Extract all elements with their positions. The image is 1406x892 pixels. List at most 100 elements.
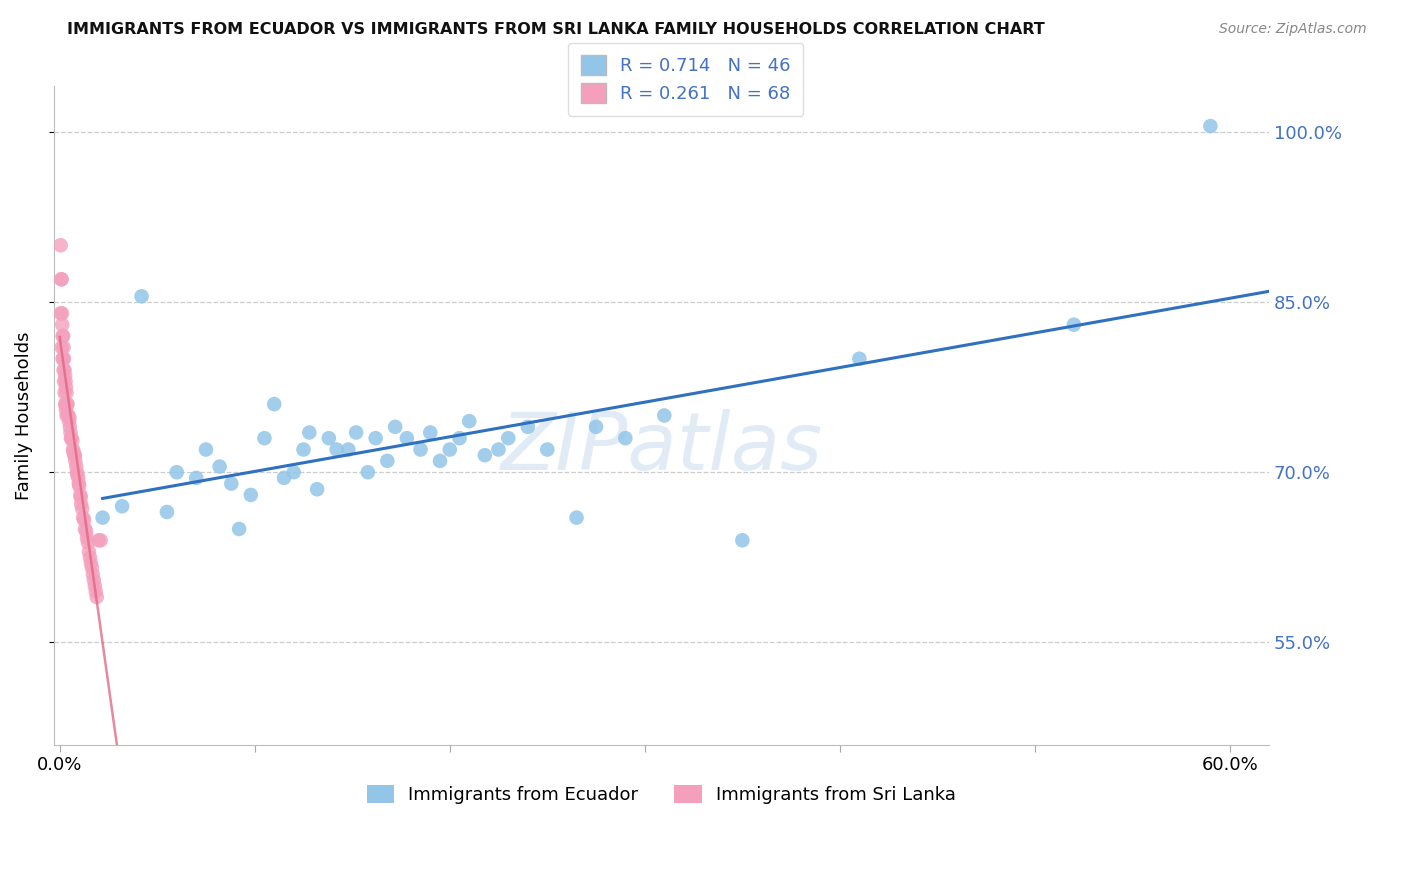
Point — [63, 448, 86, 462]
Point — [585, 420, 607, 434]
Legend: Immigrants from Ecuador, Immigrants from Sri Lanka: Immigrants from Ecuador, Immigrants from… — [360, 778, 963, 811]
Point — [75, 524, 97, 539]
Point — [53, 397, 76, 411]
Point — [253, 431, 276, 445]
Point — [419, 425, 441, 440]
Point — [498, 431, 520, 445]
Point — [77, 535, 100, 549]
Point — [337, 442, 360, 457]
Point — [69, 488, 91, 502]
Point — [458, 414, 481, 428]
Point — [56, 397, 79, 411]
Point — [82, 567, 104, 582]
Point — [409, 442, 432, 457]
Point — [70, 501, 93, 516]
Point — [166, 465, 188, 479]
Point — [91, 510, 114, 524]
Point — [614, 431, 637, 445]
Point — [84, 584, 107, 599]
Point — [62, 442, 84, 457]
Point — [53, 351, 76, 366]
Point — [56, 397, 79, 411]
Point — [375, 454, 398, 468]
Point — [53, 363, 76, 377]
Point — [221, 476, 243, 491]
Point — [60, 434, 83, 448]
Point — [49, 238, 72, 252]
Point — [52, 329, 75, 343]
Point — [77, 544, 100, 558]
Text: ZIPatlas: ZIPatlas — [501, 409, 823, 487]
Point — [474, 448, 496, 462]
Point — [283, 465, 305, 479]
Point — [848, 351, 870, 366]
Point — [60, 431, 83, 445]
Point — [55, 397, 77, 411]
Point — [51, 272, 73, 286]
Point — [63, 448, 86, 462]
Point — [67, 479, 90, 493]
Point — [131, 289, 153, 303]
Point — [51, 272, 73, 286]
Point — [307, 482, 329, 496]
Point — [228, 522, 250, 536]
Point — [325, 442, 347, 457]
Point — [58, 410, 80, 425]
Point — [55, 409, 77, 423]
Point — [59, 431, 82, 445]
Point — [1063, 318, 1085, 332]
Point — [1199, 119, 1222, 133]
Point — [536, 442, 558, 457]
Point — [58, 409, 80, 423]
Point — [49, 306, 72, 320]
Text: IMMIGRANTS FROM ECUADOR VS IMMIGRANTS FROM SRI LANKA FAMILY HOUSEHOLDS CORRELATI: IMMIGRANTS FROM ECUADOR VS IMMIGRANTS FR… — [67, 22, 1045, 37]
Point — [52, 351, 75, 366]
Point — [318, 431, 340, 445]
Point — [80, 560, 103, 574]
Point — [111, 500, 134, 514]
Point — [52, 329, 75, 343]
Point — [53, 385, 76, 400]
Point — [79, 550, 101, 565]
Point — [87, 533, 110, 548]
Point — [59, 425, 82, 440]
Point — [429, 454, 451, 468]
Point — [66, 467, 89, 482]
Point — [83, 579, 105, 593]
Point — [69, 490, 91, 504]
Point — [263, 397, 285, 411]
Point — [53, 375, 76, 389]
Point — [80, 556, 103, 570]
Point — [76, 531, 98, 545]
Point — [52, 363, 75, 377]
Point — [565, 510, 588, 524]
Point — [70, 497, 93, 511]
Point — [239, 488, 262, 502]
Point — [439, 442, 461, 457]
Point — [364, 431, 387, 445]
Point — [208, 459, 231, 474]
Point — [55, 385, 77, 400]
Point — [52, 351, 75, 366]
Point — [66, 465, 89, 479]
Point — [73, 513, 96, 527]
Point — [65, 454, 87, 468]
Point — [65, 459, 87, 474]
Point — [292, 442, 315, 457]
Point — [395, 431, 418, 445]
Point — [384, 420, 406, 434]
Point — [73, 522, 96, 536]
Point — [53, 368, 76, 383]
Point — [67, 471, 90, 485]
Point — [59, 420, 82, 434]
Point — [652, 409, 675, 423]
Point — [51, 306, 73, 320]
Point — [55, 402, 77, 417]
Point — [83, 573, 105, 587]
Point — [90, 533, 112, 548]
Point — [51, 340, 73, 354]
Point — [52, 340, 75, 354]
Point — [55, 375, 77, 389]
Point — [731, 533, 754, 548]
Point — [449, 431, 471, 445]
